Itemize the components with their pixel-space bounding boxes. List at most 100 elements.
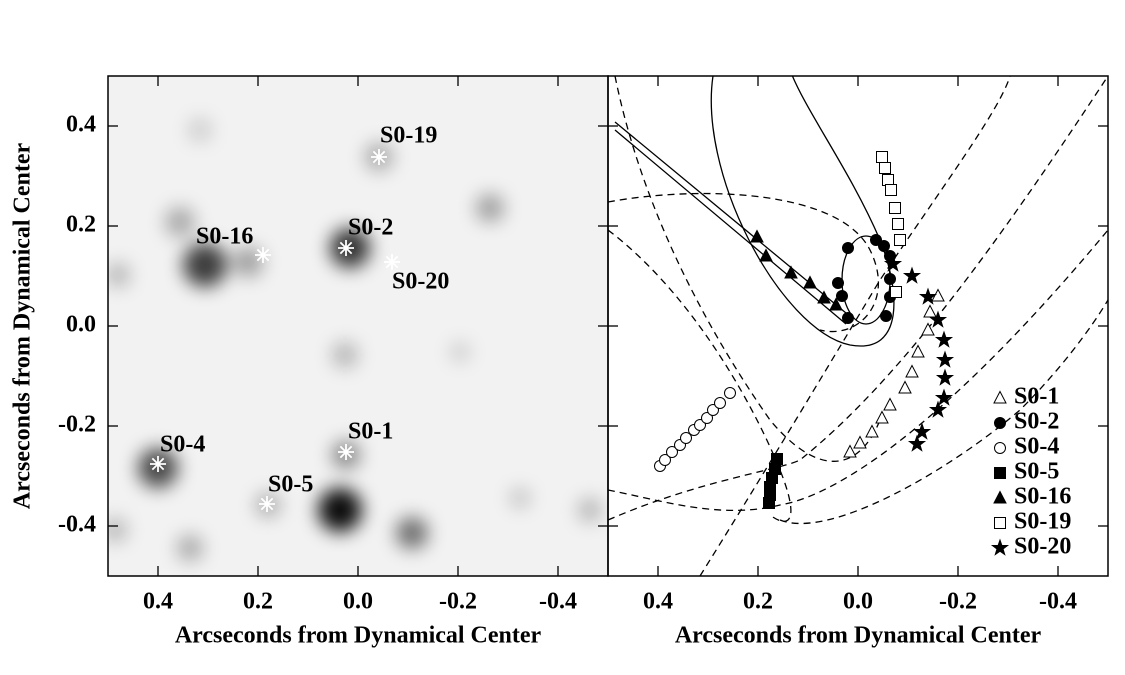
marker xyxy=(879,162,891,174)
marker xyxy=(934,388,954,406)
marker xyxy=(763,497,775,509)
x-tick-label: -0.4 xyxy=(1039,589,1077,615)
marker xyxy=(905,364,919,378)
marker xyxy=(865,424,879,438)
marker xyxy=(894,234,906,246)
marker xyxy=(890,286,902,298)
star-label: S0-16 xyxy=(196,224,253,250)
marker xyxy=(935,368,955,386)
legend-marker xyxy=(993,490,1007,504)
x-tick-label: 0.2 xyxy=(243,589,273,615)
marker xyxy=(750,229,764,243)
marker xyxy=(875,410,889,424)
marker xyxy=(680,432,692,444)
marker xyxy=(878,240,890,252)
marker xyxy=(928,400,948,418)
x-axis-label: Arcseconds from Dynamical Center xyxy=(175,623,542,649)
y-axis-label: Arcseconds from Dynamical Center xyxy=(10,142,36,509)
star-marker xyxy=(255,247,271,263)
star-marker xyxy=(338,444,354,460)
legend-marker xyxy=(994,417,1006,429)
marker xyxy=(829,297,843,311)
orbit-fits xyxy=(608,76,1108,576)
marker xyxy=(759,248,773,262)
marker xyxy=(883,397,897,411)
legend-label: S0-4 xyxy=(1014,434,1059,460)
x-tick-label: 0.4 xyxy=(143,589,173,615)
x-tick-label: 0.4 xyxy=(643,589,673,615)
legend-label: S0-20 xyxy=(1014,534,1071,560)
marker xyxy=(876,151,888,163)
x-tick-label: 0.0 xyxy=(343,589,373,615)
star-label: S0-19 xyxy=(380,123,437,149)
marker xyxy=(701,412,713,424)
marker xyxy=(853,435,867,449)
marker xyxy=(842,312,854,324)
marker xyxy=(884,273,896,285)
y-tick-label: -0.2 xyxy=(58,412,96,438)
marker xyxy=(842,242,854,254)
marker xyxy=(659,454,671,466)
legend-marker xyxy=(994,467,1006,479)
legend-label: S0-2 xyxy=(1014,409,1059,435)
star-label: S0-20 xyxy=(392,269,449,295)
x-tick-label: -0.2 xyxy=(439,589,477,615)
marker xyxy=(666,446,678,458)
marker xyxy=(885,184,897,196)
legend-marker xyxy=(993,390,1007,404)
star-marker xyxy=(150,456,166,472)
x-tick-label: 0.2 xyxy=(743,589,773,615)
marker xyxy=(912,422,932,440)
legend-label: S0-19 xyxy=(1014,509,1071,535)
marker xyxy=(892,218,904,230)
y-tick-label: -0.4 xyxy=(58,512,96,538)
marker xyxy=(882,174,894,186)
marker xyxy=(803,275,817,289)
marker xyxy=(784,265,798,279)
star-marker xyxy=(338,240,354,256)
marker xyxy=(724,387,736,399)
y-tick-label: 0.2 xyxy=(66,212,96,238)
x-tick-label: -0.4 xyxy=(539,589,577,615)
marker xyxy=(714,397,726,409)
legend-label: S0-1 xyxy=(1014,384,1059,410)
star-marker xyxy=(384,254,400,270)
legend-marker xyxy=(994,442,1006,454)
marker xyxy=(911,344,925,358)
marker xyxy=(694,419,706,431)
x-tick-label: -0.2 xyxy=(939,589,977,615)
marker xyxy=(934,330,954,348)
marker xyxy=(817,290,831,304)
y-tick-label: 0.0 xyxy=(66,312,96,338)
legend-marker xyxy=(990,538,1010,556)
marker xyxy=(898,380,912,394)
marker xyxy=(923,304,937,318)
star-label: S0-2 xyxy=(348,215,393,241)
marker xyxy=(832,277,844,289)
legend-label: S0-16 xyxy=(1014,484,1071,510)
marker xyxy=(902,266,922,284)
y-tick-label: 0.4 xyxy=(66,112,96,138)
marker xyxy=(843,444,857,458)
sky-image xyxy=(108,76,608,576)
legend-marker xyxy=(994,517,1006,529)
marker xyxy=(883,254,903,272)
marker xyxy=(928,310,948,328)
x-tick-label: 0.0 xyxy=(843,589,873,615)
star-label: S0-4 xyxy=(160,432,205,458)
marker xyxy=(836,290,848,302)
marker xyxy=(707,404,719,416)
marker xyxy=(880,310,892,322)
star-label: S0-5 xyxy=(268,472,313,498)
marker xyxy=(870,234,882,246)
legend-label: S0-5 xyxy=(1014,459,1059,485)
marker xyxy=(771,453,783,465)
marker xyxy=(918,287,938,305)
marker xyxy=(889,202,901,214)
marker xyxy=(921,322,935,336)
star-marker xyxy=(371,149,387,165)
marker xyxy=(907,434,927,452)
marker xyxy=(935,350,955,368)
star-label: S0-1 xyxy=(348,419,393,445)
